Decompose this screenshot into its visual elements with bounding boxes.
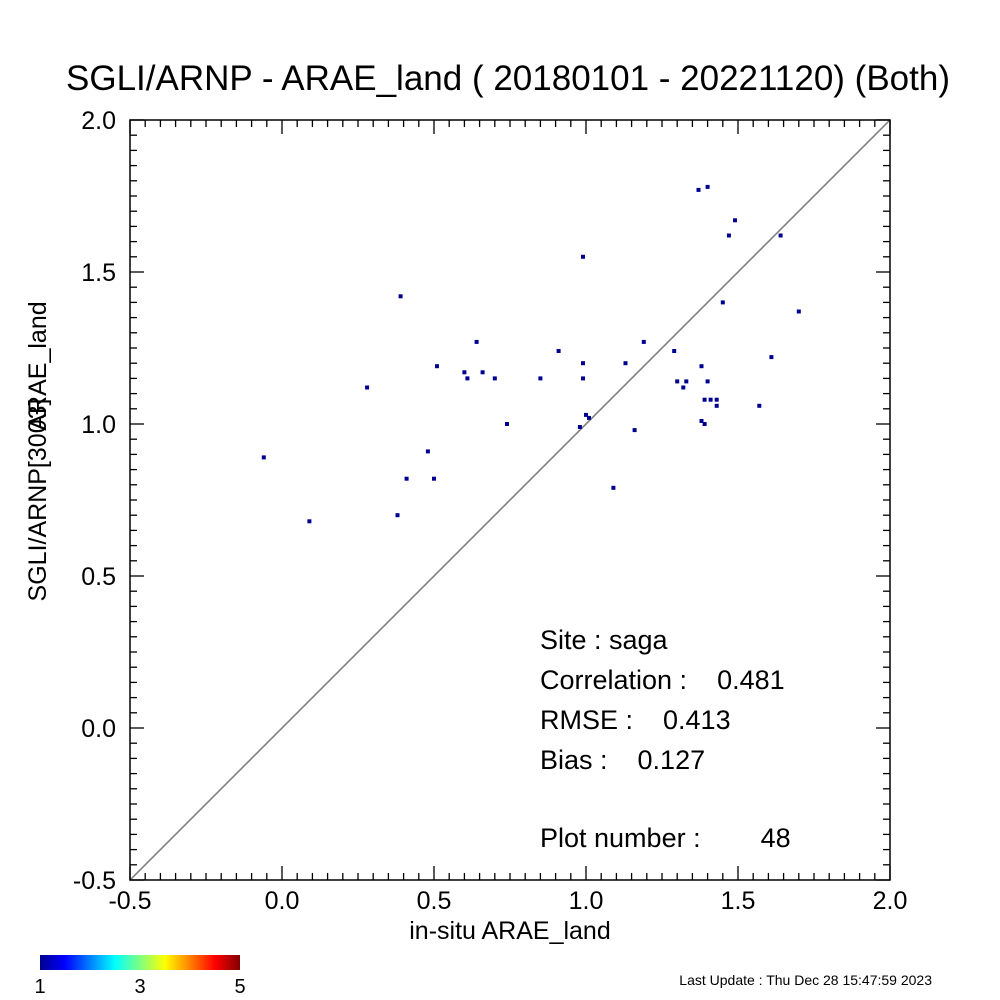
data-point-47 xyxy=(796,309,801,314)
colorbar-label-max: 5 xyxy=(234,976,245,998)
y-tick-label: 0.5 xyxy=(81,563,116,591)
stat-bias: Bias : 0.127 xyxy=(540,745,705,775)
data-point-17 xyxy=(577,425,582,429)
data-point-5 xyxy=(404,476,409,481)
stat-correlation: Correlation : 0.481 xyxy=(540,665,785,695)
data-point-46 xyxy=(778,233,783,238)
data-point-30 xyxy=(684,379,689,384)
data-point-20 xyxy=(581,376,585,381)
data-point-23 xyxy=(611,485,616,490)
data-point-11 xyxy=(474,339,479,344)
data-point-6 xyxy=(425,449,430,454)
data-point-3 xyxy=(395,513,400,518)
data-point-28 xyxy=(675,379,680,384)
data-point-36 xyxy=(705,184,710,189)
y-axis-label-line1: SGLI/ARNP[3003] xyxy=(24,399,52,602)
data-point-22 xyxy=(587,415,591,420)
data-point-7 xyxy=(432,476,436,481)
colorbar: 1 3 5 xyxy=(34,955,246,998)
x-axis-label: in-situ ARAE_land xyxy=(409,917,611,945)
data-point-41 xyxy=(720,300,725,305)
data-point-29 xyxy=(681,385,686,390)
x-tick-label: -0.5 xyxy=(108,887,151,915)
data-point-13 xyxy=(492,376,497,381)
data-point-43 xyxy=(733,218,737,223)
x-tick-label: 0.0 xyxy=(265,887,300,915)
data-point-45 xyxy=(769,355,774,360)
y-tick-label: 1.0 xyxy=(81,411,116,439)
data-point-44 xyxy=(757,403,762,408)
y-tick-labels: -0.5 0.0 0.5 1.0 1.5 2.0 xyxy=(73,107,116,895)
data-point-19 xyxy=(581,361,585,366)
colorbar-label-mid: 3 xyxy=(134,976,145,998)
data-point-14 xyxy=(505,422,509,426)
x-tick-label: 2.0 xyxy=(873,887,908,915)
data-point-2 xyxy=(365,385,370,390)
data-point-34 xyxy=(702,422,707,426)
data-point-1 xyxy=(307,519,312,524)
one-to-one-line xyxy=(130,120,890,880)
x-tick-labels: -0.5 0.0 0.5 1.0 1.5 2.0 xyxy=(108,887,907,915)
y-tick-label: 2.0 xyxy=(81,107,116,135)
data-point-35 xyxy=(702,397,707,402)
y-tick-label: 1.5 xyxy=(81,259,116,287)
data-point-25 xyxy=(632,428,637,433)
data-point-38 xyxy=(708,397,713,402)
x-tick-label: 1.5 xyxy=(721,887,756,915)
data-point-31 xyxy=(696,187,701,192)
data-point-12 xyxy=(480,370,485,375)
x-tick-label: 1.0 xyxy=(569,887,604,915)
data-point-8 xyxy=(435,364,439,369)
last-update-text: Last Update : Thu Dec 28 15:47:59 2023 xyxy=(679,972,932,988)
data-points xyxy=(261,184,801,524)
stat-rmse: RMSE : 0.413 xyxy=(540,705,731,735)
stat-plot-number: Plot number : 48 xyxy=(540,823,791,853)
data-point-9 xyxy=(462,370,467,375)
data-point-27 xyxy=(672,349,677,353)
data-point-18 xyxy=(581,254,585,259)
data-point-15 xyxy=(538,376,543,381)
chart-title: SGLI/ARNP - ARAE_land ( 20180101 - 20221… xyxy=(66,59,950,98)
data-point-42 xyxy=(726,233,731,238)
y-tick-label: 0.0 xyxy=(81,715,116,743)
x-tick-label: 0.5 xyxy=(417,887,452,915)
data-point-37 xyxy=(705,379,710,384)
data-point-33 xyxy=(699,419,704,423)
data-point-0 xyxy=(261,455,266,460)
data-point-24 xyxy=(623,361,628,366)
data-point-10 xyxy=(465,376,470,381)
data-point-32 xyxy=(699,364,704,369)
data-point-26 xyxy=(641,339,646,344)
data-point-21 xyxy=(584,412,588,417)
data-point-39 xyxy=(714,397,719,402)
data-point-40 xyxy=(714,403,719,408)
axis-ticks xyxy=(129,119,891,881)
colorbar-gradient xyxy=(40,955,240,970)
y-axis-label-line2: ARAE_land xyxy=(24,301,52,430)
stat-site: Site : saga xyxy=(540,625,669,655)
data-point-16 xyxy=(556,349,561,353)
data-point-4 xyxy=(398,294,403,299)
colorbar-label-min: 1 xyxy=(34,976,45,998)
stats-box: Site : saga Correlation : 0.481 RMSE : 0… xyxy=(540,625,791,853)
y-tick-label: -0.5 xyxy=(73,867,116,895)
